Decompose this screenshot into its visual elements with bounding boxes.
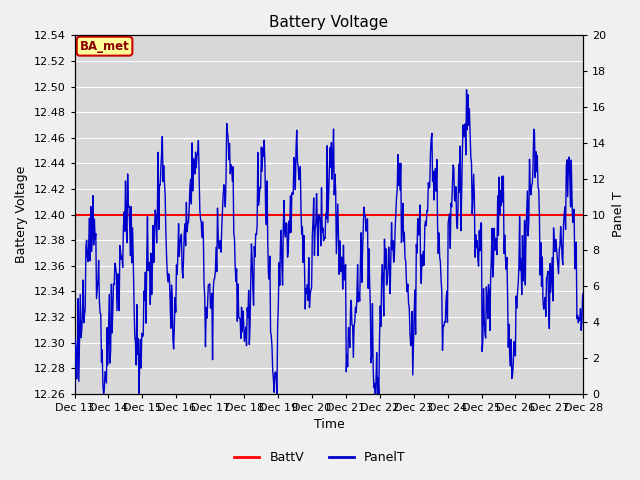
Y-axis label: Battery Voltage: Battery Voltage	[15, 166, 28, 263]
Text: BA_met: BA_met	[79, 40, 129, 53]
Title: Battery Voltage: Battery Voltage	[269, 15, 388, 30]
X-axis label: Time: Time	[314, 419, 344, 432]
Legend: BattV, PanelT: BattV, PanelT	[229, 446, 411, 469]
Y-axis label: Panel T: Panel T	[612, 192, 625, 238]
